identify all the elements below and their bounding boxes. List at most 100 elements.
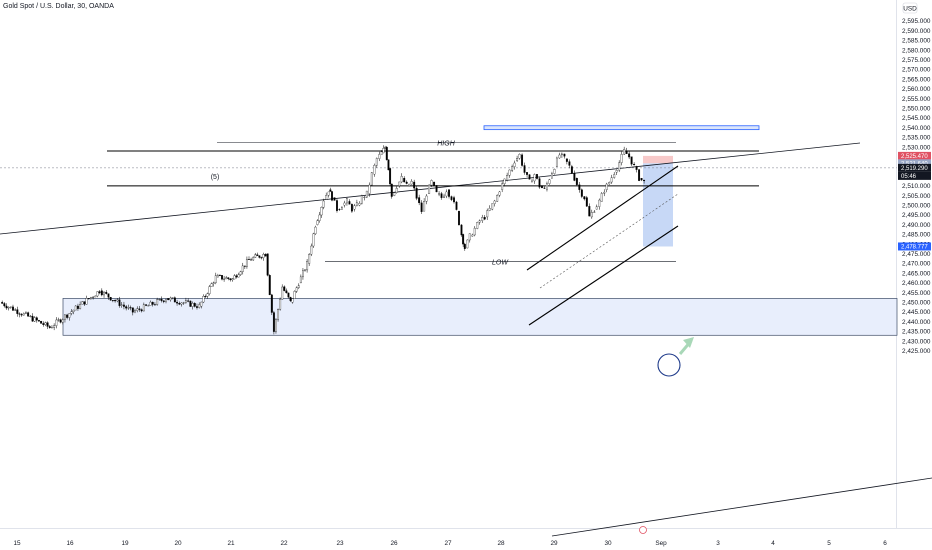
candle-body: [327, 191, 330, 196]
event-marker-icon[interactable]: [639, 526, 647, 534]
candle-body: [370, 172, 373, 186]
candle-body: [235, 275, 238, 278]
candle-body: [558, 154, 561, 159]
y-tick-label: 2,590.000: [902, 28, 931, 35]
candle-body: [147, 305, 150, 307]
candle-body: [435, 185, 438, 193]
candle-body: [162, 300, 165, 302]
candle-body: [516, 158, 519, 161]
candle-body: [151, 301, 154, 305]
candle-body: [458, 210, 460, 226]
candle-body: [20, 314, 23, 316]
candle-body: [355, 202, 358, 206]
candle-body: [551, 173, 553, 179]
channel-lower-line[interactable]: [528, 225, 679, 326]
y-tick-label: 2,535.000: [902, 135, 931, 142]
y-tick-label: 2,485.000: [902, 232, 931, 239]
candle-body: [570, 166, 573, 174]
candle-body: [598, 199, 601, 207]
channel-upper-line[interactable]: [526, 165, 679, 271]
candle-body: [98, 291, 101, 294]
price-label-text: 05:46: [901, 174, 917, 180]
y-tick-label: 2,475.000: [902, 251, 931, 258]
candle-body: [231, 278, 234, 281]
candle-body: [373, 165, 376, 175]
target-circle[interactable]: [657, 353, 681, 377]
candle-body: [605, 183, 608, 190]
candle-body: [204, 296, 207, 297]
candle-body: [496, 195, 499, 202]
candle-body: [493, 200, 496, 204]
candle-body: [491, 203, 494, 210]
price-axis-panel[interactable]: [897, 0, 932, 550]
x-tick-label: 29: [550, 540, 558, 547]
currency-badge[interactable]: [902, 2, 918, 14]
price-label-text: 2,519.290: [901, 166, 928, 172]
candle-body: [262, 254, 265, 258]
candle-body: [225, 277, 228, 280]
candles[interactable]: [1, 145, 646, 335]
candle-body: [341, 207, 343, 210]
candle-body: [318, 214, 321, 221]
candle-body: [478, 220, 481, 223]
candle-body: [511, 166, 514, 171]
candle-body: [48, 326, 51, 328]
candle-body: [111, 300, 114, 301]
candle-body: [336, 200, 338, 211]
y-tick-label: 2,425.000: [902, 348, 931, 355]
y-tick-label: 2,500.000: [902, 203, 931, 210]
candle-body: [57, 319, 60, 321]
candle-body: [541, 185, 543, 189]
take-profit-box[interactable]: [643, 163, 673, 247]
candle-body: [501, 183, 504, 190]
stop-loss-box[interactable]: [643, 155, 673, 164]
candle-body: [608, 182, 611, 185]
resistance-zone[interactable]: [483, 125, 760, 131]
candle-body: [345, 198, 348, 204]
long-trendline-lower[interactable]: [551, 477, 932, 537]
y-tick-label: 2,470.000: [902, 261, 931, 268]
y-tick-label: 2,585.000: [902, 38, 931, 45]
candle-body: [248, 259, 250, 260]
candle-body: [176, 301, 179, 304]
candle-body: [241, 265, 244, 272]
candle-body: [312, 233, 315, 247]
candle-body: [289, 296, 292, 301]
candle-body: [295, 287, 298, 292]
candle-body: [96, 291, 99, 297]
y-tick-label: 2,445.000: [902, 309, 931, 316]
candle-body: [310, 245, 313, 255]
candle-body: [543, 187, 546, 189]
candle-body: [16, 309, 19, 314]
candle-body: [548, 179, 551, 184]
candle-body: [575, 177, 578, 185]
candle-body: [160, 299, 163, 301]
candle-body: [38, 320, 40, 322]
candle-body: [297, 285, 300, 288]
y-tick-label: 2,555.000: [902, 96, 931, 103]
candle-body: [51, 327, 53, 329]
candle-body: [423, 201, 426, 212]
chart-title: Gold Spot / U.S. Dollar, 30, OANDA: [3, 3, 114, 10]
demand-zone[interactable]: [62, 298, 898, 336]
candle-body: [322, 200, 325, 208]
candle-body: [471, 234, 474, 237]
candle-body: [403, 177, 406, 183]
candle-body: [116, 299, 119, 302]
candle-body: [538, 178, 541, 188]
candle-body: [178, 303, 181, 305]
candle-body: [79, 304, 82, 309]
candle-body: [270, 294, 273, 313]
bounce-arrow-head[interactable]: [683, 337, 694, 348]
candle-body: [189, 300, 192, 307]
candle-body: [258, 255, 261, 258]
price-axis-ticks: 2,595.000 2,590.000 2,585.000 2,580.000 2,57…: [902, 18, 931, 355]
y-tick-label: 2,430.000: [902, 338, 931, 345]
candle-body: [279, 299, 282, 310]
candle-body: [555, 157, 558, 167]
x-tick-label: 23: [336, 540, 344, 547]
candle-body: [455, 201, 458, 210]
candle-body: [237, 274, 240, 278]
time-axis-ticks: 15 16 19 20 21 22 23 26 27 28 29 30 Sep 3 4 5 6: [13, 540, 887, 547]
